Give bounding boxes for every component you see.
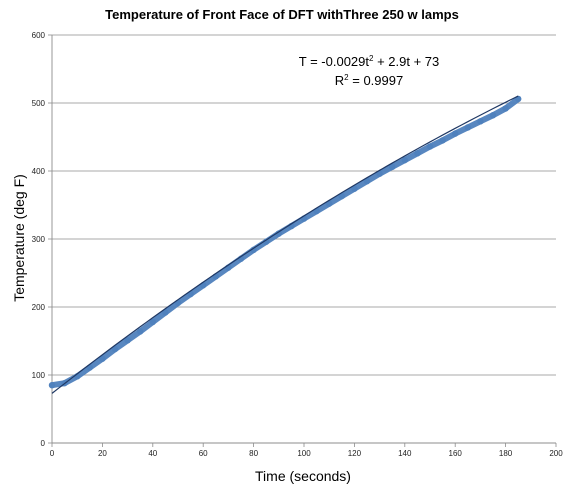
equation-suffix: + 2.9t + 73: [373, 54, 439, 69]
data-point: [363, 178, 371, 185]
x-tick-label-200: 200: [549, 449, 563, 458]
equation-exponent: 2: [369, 54, 374, 63]
data-point: [326, 200, 333, 207]
data-point: [414, 150, 421, 157]
y-tick-label-400: 400: [32, 167, 46, 176]
data-point: [338, 192, 345, 200]
data-point: [452, 130, 459, 137]
y-tick-label-0: 0: [41, 439, 46, 448]
equation-prefix: T = -0.0029t: [299, 54, 370, 69]
data-point: [401, 156, 408, 164]
x-tick-label-140: 140: [398, 449, 412, 458]
data-point: [426, 143, 434, 150]
tick-labels: 0 100 200 300 400 500 600 0 20 40 60 80 100 120 140 160…: [32, 31, 564, 458]
y-tick-label-300: 300: [32, 235, 46, 244]
y-tick-label-200: 200: [32, 303, 46, 312]
y-tick-label-100: 100: [32, 371, 46, 380]
grid-lines: [52, 34, 556, 376]
x-tick-label-60: 60: [199, 449, 208, 458]
data-point: [162, 309, 169, 316]
x-tick-label-100: 100: [297, 449, 311, 458]
data-point: [477, 118, 484, 125]
y-tick-label-600: 600: [32, 31, 46, 40]
data-point: [137, 328, 144, 335]
axes: [48, 34, 557, 447]
data-point: [489, 112, 497, 119]
trendline-equation: T = -0.0029t2 + 2.9t + 73: [299, 54, 439, 69]
r-squared-label: R2 = 0.9997: [335, 73, 403, 88]
data-point: [99, 355, 106, 362]
y-tick-label-500: 500: [32, 99, 46, 108]
series-band-0: [49, 95, 522, 389]
data-point: [389, 163, 396, 171]
data-point: [263, 238, 270, 245]
data-point: [275, 230, 282, 237]
x-tick-label-40: 40: [148, 449, 157, 458]
x-tick-label-20: 20: [98, 449, 107, 458]
data-point: [149, 318, 156, 326]
chart-title: Temperature of Front Face of DFT withThr…: [105, 7, 459, 22]
data-point: [376, 170, 383, 177]
data-point: [48, 382, 56, 389]
trendline-layer: [51, 95, 519, 394]
data-series: [48, 95, 522, 389]
trendline: [51, 95, 519, 394]
x-tick-label-120: 120: [348, 449, 362, 458]
x-axis-title: Time (seconds): [255, 468, 351, 484]
data-point: [464, 124, 471, 131]
data-point: [502, 105, 509, 112]
y-axis-title: Temperature (deg F): [11, 174, 27, 302]
r2-exponent: 2: [344, 73, 349, 82]
x-tick-label-0: 0: [50, 449, 55, 458]
x-tick-label-160: 160: [449, 449, 463, 458]
x-tick-label-180: 180: [499, 449, 513, 458]
data-point: [351, 185, 358, 192]
data-point: [250, 246, 257, 254]
data-point: [124, 337, 131, 344]
x-tick-label-80: 80: [249, 449, 258, 458]
data-point: [439, 137, 446, 144]
r2-prefix: R: [335, 73, 344, 88]
r2-suffix: = 0.9997: [349, 73, 404, 88]
data-point: [111, 345, 119, 353]
